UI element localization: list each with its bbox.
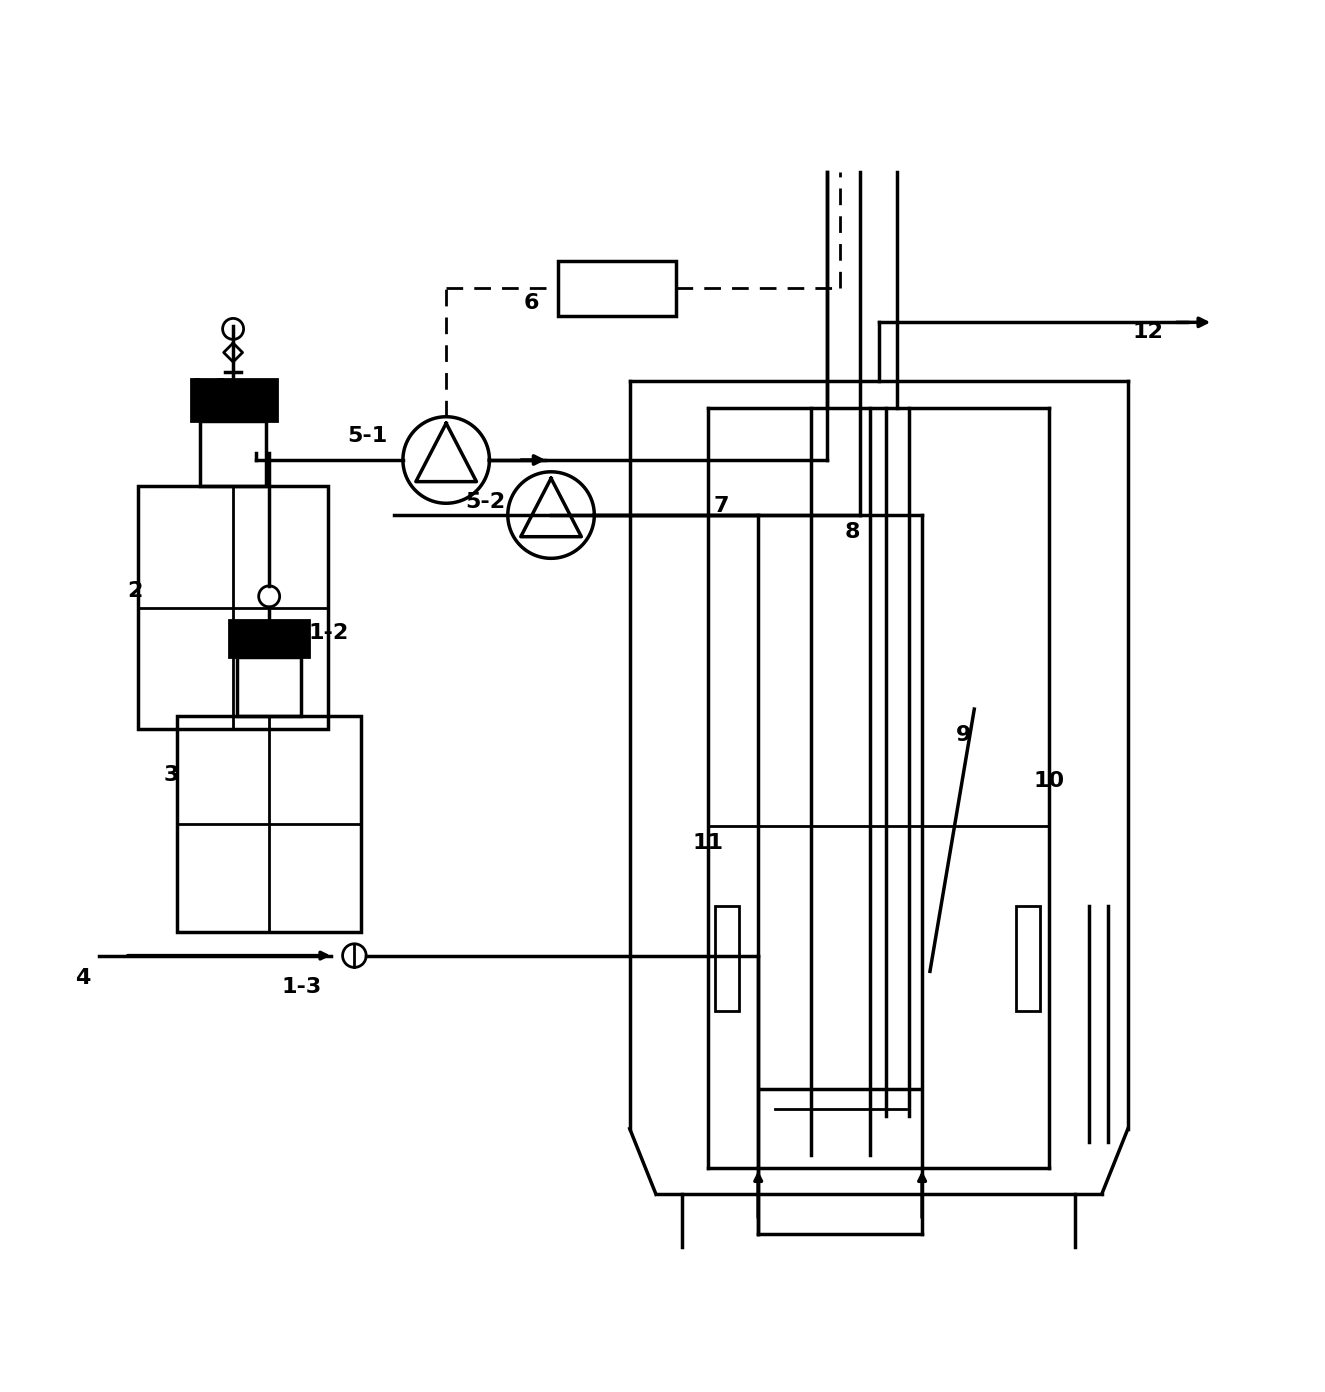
Text: 1-3: 1-3: [282, 977, 322, 997]
Bar: [1016, 906, 1040, 1011]
Bar: [178, 715, 360, 933]
Text: 1-1: 1-1: [189, 377, 231, 398]
Bar: [229, 619, 309, 657]
Bar: [200, 420, 266, 486]
Text: 5-1: 5-1: [347, 426, 388, 447]
Text: 2: 2: [127, 580, 143, 601]
Text: 6: 6: [523, 292, 539, 313]
Text: 1-2: 1-2: [307, 624, 348, 643]
Bar: [138, 486, 329, 729]
Text: 4: 4: [76, 967, 90, 988]
Text: 8: 8: [845, 522, 860, 541]
Bar: [237, 657, 301, 715]
Bar: [191, 379, 277, 420]
Text: 5-2: 5-2: [465, 491, 506, 512]
Text: 3: 3: [163, 764, 179, 785]
Text: 10: 10: [1034, 771, 1065, 791]
Text: 11: 11: [693, 832, 723, 853]
Text: 7: 7: [714, 496, 729, 516]
Text: 12: 12: [1132, 322, 1163, 341]
Bar: [558, 260, 676, 316]
Text: 9: 9: [957, 725, 971, 745]
Bar: [716, 906, 738, 1011]
